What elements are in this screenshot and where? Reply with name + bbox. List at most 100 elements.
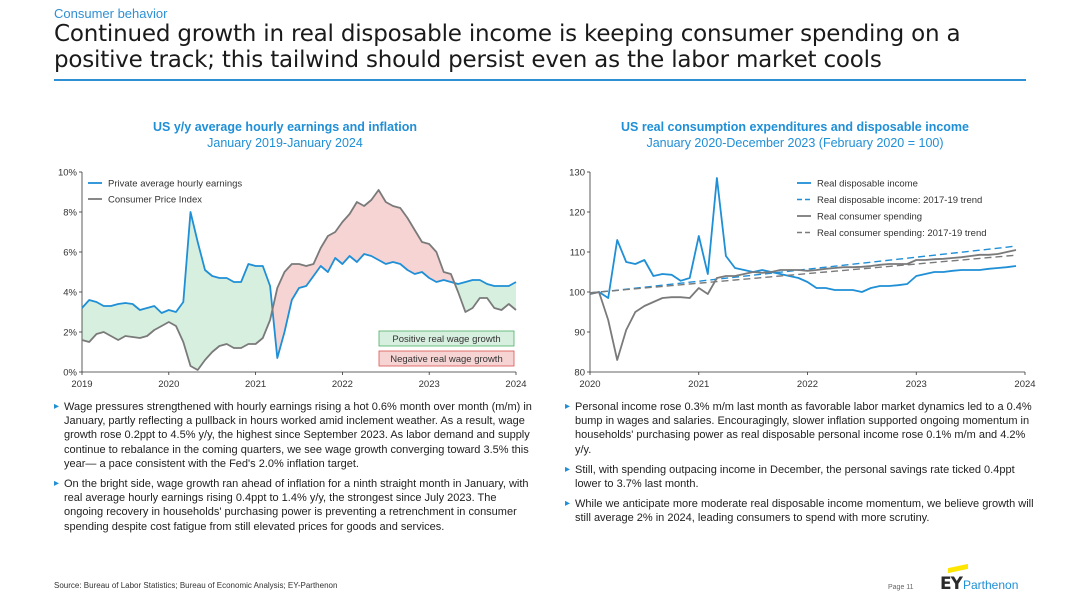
right-chart-series-3-point <box>888 263 890 265</box>
right-chart-series-4-point <box>725 280 727 282</box>
right-chart-series-2-point <box>707 279 709 281</box>
right-chart-series-2-point <box>689 281 691 283</box>
left-chart-series-line-1 <box>81 211 517 359</box>
right-chart-series-3-point <box>843 266 845 268</box>
right-chart-series-3-point <box>725 275 727 277</box>
right-chart-series-4-point <box>779 275 781 277</box>
right-chart-legend-label-2: Real disposable income: 2017-19 trend <box>817 195 982 206</box>
left-chart-legend-label-2: Consumer Price Index <box>108 195 202 206</box>
right-chart-series-1-point <box>607 297 609 299</box>
right-chart-series-3-point <box>734 275 736 277</box>
right-chart-y-tick-label: 110 <box>570 248 585 259</box>
left-chart-subtitle: January 2019-January 2024 <box>207 136 363 150</box>
right-chart-x-tick-label: 2022 <box>797 379 818 390</box>
page-number: Page 11 <box>888 584 914 591</box>
left-chart-positive-area-2 <box>454 280 516 312</box>
right-chart-series-3-point <box>807 270 809 272</box>
right-chart-legend-label-4: Real consumer spending: 2017-19 trend <box>817 228 987 239</box>
right-chart-legend-label-1: Real disposable income <box>817 179 918 190</box>
right-chart-series-1-point <box>707 273 709 275</box>
right-chart-series-1-point <box>671 274 673 276</box>
source-note: Source: Bureau of Labor Statistics; Bure… <box>54 581 338 590</box>
right-chart-series-4-point <box>879 266 881 268</box>
left-chart-y-tick-label: 4% <box>63 288 77 299</box>
right-chart-series-3-point <box>698 287 700 289</box>
left-chart-y-tick-label: 8% <box>63 208 77 219</box>
right-chart-legend-label-3: Real consumer spending <box>817 212 922 223</box>
right-chart-series-1-point <box>943 271 945 273</box>
right-chart-series-3-point <box>1006 251 1008 253</box>
right-chart-series-3-point <box>653 301 655 303</box>
right-chart-series-1-point <box>997 267 999 269</box>
right-chart-series-1-point <box>988 268 990 270</box>
right-chart-series-1-point <box>734 267 736 269</box>
right-chart-series-3-point <box>943 258 945 260</box>
right-chart-series-4-point <box>680 284 682 286</box>
right-chart-series-3-point <box>861 266 863 268</box>
logo-parthenon: Parthenon <box>963 578 1019 592</box>
right-chart-series-2-point <box>870 261 872 263</box>
right-chart-series-4-point <box>870 267 872 269</box>
right-chart-series-3-point <box>689 297 691 299</box>
right-chart-series-2-point <box>834 265 836 267</box>
right-chart-series-2-point <box>1006 246 1008 248</box>
right-chart-series-1-point <box>644 259 646 261</box>
right-chart-x-tick-label: 2024 <box>1014 379 1035 390</box>
right-chart-series-3-point <box>970 255 972 257</box>
left-chart-legend-label-1: Private average hourly earnings <box>108 179 242 190</box>
right-chart-series-3-point <box>779 269 781 271</box>
right-chart-y-tick-label: 130 <box>569 168 585 179</box>
right-chart-series-2-point <box>970 250 972 252</box>
right-chart-series-4-point <box>1015 254 1017 256</box>
right-chart-series-1-point <box>725 255 727 257</box>
right-chart-series-4-point <box>988 257 990 259</box>
right-chart-series-3-point <box>952 257 954 259</box>
right-chart-series-1-point <box>870 287 872 289</box>
right-chart-series-4-point <box>616 290 618 292</box>
right-chart-series-1-point <box>843 289 845 291</box>
left-chart-x-tick-label: 2021 <box>245 379 266 390</box>
right-chart-series-1-point <box>653 275 655 277</box>
left-chart-x-tick-label: 2024 <box>505 379 526 390</box>
right-chart-series-4-point <box>698 282 700 284</box>
right-chart-series-3-point <box>834 267 836 269</box>
right-chart-series-3-point <box>852 266 854 268</box>
right-chart-title: US real consumption expenditures and dis… <box>621 120 969 134</box>
right-chart-series-2-point <box>779 271 781 273</box>
right-chart-series-4-point <box>816 272 818 274</box>
right-chart-series-2-point <box>816 267 818 269</box>
right-chart-series-4-point <box>788 274 790 276</box>
right-chart-series-1-point <box>807 281 809 283</box>
left-chart-negative-legend-box <box>378 350 515 367</box>
right-chart-series-4-point <box>634 288 636 290</box>
right-chart-x-tick-label: 2023 <box>906 379 927 390</box>
right-chart-series-2-point <box>698 280 700 282</box>
right-chart-series-1-point <box>625 261 627 263</box>
left-chart-series-line-2 <box>81 189 517 371</box>
right-chart-series-3-point <box>897 263 899 265</box>
right-chart-series-3-point <box>680 296 682 298</box>
right-chart-series-1-point <box>961 269 963 271</box>
right-chart-series-3-point <box>625 329 627 331</box>
right-chart-series-3-point <box>915 259 917 261</box>
right-chart-series-2-point <box>825 266 827 268</box>
right-chart-series-2-point <box>752 274 754 276</box>
right-chart-series-4-point <box>653 286 655 288</box>
right-chart-series-1-point <box>861 291 863 293</box>
right-chart-series-4-point <box>843 270 845 272</box>
left-chart-negative-legend-label: Negative real wage growth <box>390 354 502 365</box>
right-chart-series-2-point <box>952 252 954 254</box>
right-chart-series-2-point <box>843 264 845 266</box>
right-chart-series-1-point <box>816 287 818 289</box>
left-chart-x-tick-label: 2019 <box>71 379 92 390</box>
right-chart-series-3-point <box>997 253 999 255</box>
right-chart-series-4-point <box>852 269 854 271</box>
right-chart-y-tick-label: 80 <box>574 368 585 379</box>
right-chart-series-2-point <box>879 260 881 262</box>
right-chart-series-3-point <box>788 269 790 271</box>
right-chart-series-3-point <box>870 265 872 267</box>
right-chart-series-4-point <box>671 285 673 287</box>
right-chart-series-1-point <box>779 273 781 275</box>
right-bullet-1: Personal income rose 0.3% m/m last month… <box>565 400 1035 457</box>
right-chart-series-1-point <box>852 289 854 291</box>
